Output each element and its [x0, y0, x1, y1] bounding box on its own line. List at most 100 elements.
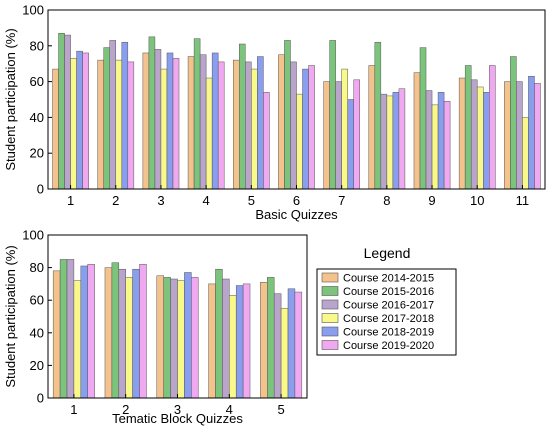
x-axis-label-0: Basic Quizzes [255, 207, 338, 222]
x-tick-label-0-5: 6 [293, 193, 300, 208]
legend-swatch-4 [321, 326, 339, 337]
bar-0-s1-c3 [193, 38, 201, 190]
bar-0-s4-c10 [528, 75, 535, 190]
bar-0-s3-c8 [431, 104, 439, 190]
bar-0-s1-c10 [510, 56, 517, 190]
y-tick-label-1-4: 80 [30, 260, 44, 275]
bar-0-s0-c10 [504, 81, 511, 190]
bar-1-s0-c0 [52, 270, 61, 399]
bar-0-s4-c2 [166, 52, 174, 190]
bar-1-s3-c0 [73, 280, 82, 399]
bar-0-s2-c1 [109, 40, 117, 190]
bar-0-s0-c2 [142, 52, 150, 190]
legend-item-5: Course 2019-2020 [343, 340, 434, 352]
bar-0-s1-c0 [58, 33, 65, 190]
x-tick-label-0-10: 11 [516, 193, 530, 208]
bar-0-s4-c5 [302, 68, 309, 190]
y-tick-label-0-5: 100 [22, 3, 44, 18]
bar-0-s5-c6 [353, 79, 361, 190]
bar-0-s0-c1 [97, 59, 104, 190]
legend-swatch-5 [321, 340, 339, 350]
y-tick-label-0-3: 60 [30, 74, 44, 89]
bar-1-s4-c4 [287, 288, 296, 399]
bar-1-s5-c4 [294, 291, 303, 399]
bar-0-s2-c8 [425, 90, 433, 190]
bar-1-s2-c4 [273, 293, 282, 399]
bar-1-s4-c3 [235, 285, 244, 399]
bar-1-s1-c2 [163, 277, 171, 399]
bar-1-s1-c1 [111, 262, 120, 399]
y-tick-label-0-2: 40 [30, 110, 44, 125]
y-tick-label-0-1: 20 [30, 146, 44, 161]
bar-0-s5-c8 [443, 101, 451, 190]
x-tick-label-1-0: 1 [70, 402, 77, 417]
x-tick-label-1-1: 2 [122, 402, 129, 417]
x-tick-label-1-3: 4 [226, 402, 233, 417]
legend-swatch-1 [321, 286, 339, 296]
y-axis-label-1: Student participation (%) [3, 245, 18, 387]
legend-item-4: Course 2018-2019 [343, 327, 434, 339]
bar-0-s0-c4 [233, 59, 240, 190]
bar-0-s5-c10 [534, 83, 541, 190]
legend-box [316, 268, 457, 356]
bar-0-s3-c2 [160, 68, 168, 190]
legend-item-2: Course 2016-2017 [343, 300, 434, 312]
bar-0-s0-c0 [52, 68, 59, 190]
x-tick-label-1-4: 5 [277, 402, 284, 417]
y-tick-label-1-3: 60 [30, 293, 44, 308]
x-tick-label-0-3: 4 [203, 193, 210, 208]
bar-0-s1-c2 [148, 36, 156, 190]
bar-0-s5-c9 [489, 65, 496, 190]
bar-0-s5-c4 [263, 92, 270, 190]
bar-0-s5-c3 [217, 61, 225, 190]
y-tick-label-1-1: 20 [30, 358, 44, 373]
bar-1-s3-c4 [280, 308, 289, 399]
bar-0-s0-c6 [323, 81, 330, 190]
legend-item-3: Course 2017-2018 [343, 313, 434, 325]
bar-0-s0-c8 [413, 72, 421, 190]
x-tick-label-0-4: 5 [248, 193, 255, 208]
bar-0-s2-c7 [380, 93, 388, 190]
bar-0-s1-c5 [284, 40, 291, 190]
bar-0-s3-c4 [251, 68, 258, 190]
bar-0-s1-c7 [374, 41, 382, 190]
legend-title: Legend [364, 245, 411, 261]
bar-0-s3-c10 [522, 117, 529, 190]
bar-0-s1-c6 [329, 40, 336, 190]
bar-0-s2-c3 [199, 54, 207, 190]
x-tick-label-0-6: 7 [338, 193, 345, 208]
bar-0-s1-c1 [103, 47, 110, 190]
legend-item-1: Course 2015-2016 [343, 286, 434, 298]
legend-item-0: Course 2014-2015 [343, 273, 434, 285]
bar-0-s2-c0 [64, 34, 71, 190]
y-tick-label-1-5: 100 [22, 228, 44, 243]
bar-0-s4-c9 [483, 92, 490, 190]
bar-0-s4-c8 [437, 92, 445, 190]
bar-1-s3-c3 [229, 295, 237, 399]
bar-0-s0-c9 [458, 77, 466, 190]
bar-0-s4-c0 [76, 50, 83, 190]
bar-0-s4-c7 [392, 92, 400, 190]
x-tick-label-0-2: 3 [157, 193, 164, 208]
bar-0-s4-c3 [211, 52, 219, 190]
bar-0-s2-c5 [290, 61, 297, 190]
bar-0-s2-c4 [245, 61, 252, 190]
bar-0-s5-c1 [127, 61, 135, 190]
bar-0-s3-c3 [205, 77, 213, 190]
bar-1-s4-c2 [184, 272, 192, 399]
bar-1-s4-c0 [80, 265, 88, 399]
bar-0-s4-c6 [347, 99, 354, 190]
bar-0-s2-c6 [335, 81, 342, 190]
bar-1-s2-c3 [222, 278, 230, 399]
bar-1-s4-c1 [132, 268, 140, 399]
bar-1-s3-c2 [177, 280, 185, 399]
x-tick-label-0-0: 1 [67, 193, 74, 208]
bar-0-s3-c1 [115, 59, 123, 190]
x-tick-label-0-1: 2 [112, 193, 119, 208]
y-tick-label-0-4: 80 [30, 38, 44, 53]
x-tick-label-0-8: 9 [428, 193, 435, 208]
bar-1-s3-c1 [125, 277, 133, 399]
bar-0-s4-c4 [257, 56, 264, 190]
